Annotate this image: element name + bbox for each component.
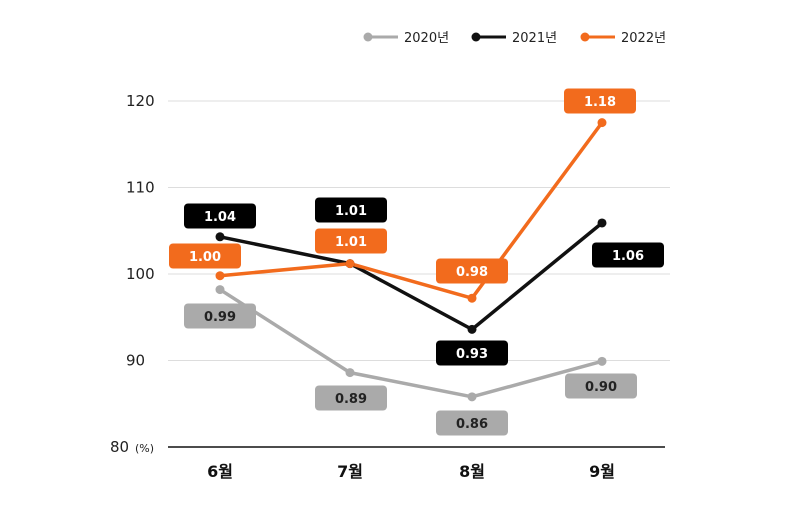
data-label: 0.98: [456, 265, 488, 280]
data-label: 1.04: [204, 210, 236, 225]
data-label-box: [184, 303, 256, 329]
data-label: 1.18: [584, 95, 616, 110]
y-tick-label: 80: [110, 438, 129, 456]
data-point: [215, 232, 225, 242]
data-label: 1.06: [612, 249, 644, 264]
x-tick-label: 9월: [589, 462, 615, 481]
y-tick-label: 120: [126, 92, 155, 110]
data-label-box: [315, 385, 387, 411]
series-line-1: [219, 221, 604, 332]
y-tick-label: 110: [126, 179, 155, 197]
y-tick-label: 90: [126, 352, 145, 370]
data-point: [467, 293, 477, 303]
series-line-0: [219, 288, 603, 399]
data-label-box: [184, 203, 256, 229]
legend-label-0: 2020년: [404, 31, 449, 46]
data-label: 0.86: [456, 417, 488, 432]
x-tick-label: 6월: [207, 462, 233, 481]
data-label: 1.01: [335, 235, 367, 250]
data-point: [597, 218, 607, 228]
data-label-box: [436, 410, 508, 436]
data-label-box: [436, 340, 508, 366]
data-label: 0.89: [335, 392, 367, 407]
data-label-box: [436, 258, 508, 284]
legend-label-1: 2021년: [512, 31, 557, 46]
y-unit-label: (%): [135, 442, 154, 455]
data-label: 1.00: [189, 250, 221, 265]
data-point: [467, 324, 477, 334]
data-label-box: [315, 197, 387, 223]
legend-marker-0: [363, 32, 373, 42]
data-point: [597, 356, 607, 366]
x-tick-label: 7월: [337, 462, 363, 481]
data-label: 1.01: [335, 204, 367, 219]
data-label-box: [564, 88, 636, 114]
data-point: [345, 368, 355, 378]
data-label-box: [565, 373, 637, 399]
legend-marker-2: [580, 32, 590, 42]
legend-marker-1: [471, 32, 481, 42]
y-tick-label: 100: [126, 265, 155, 283]
data-point: [215, 285, 225, 295]
data-label: 0.99: [204, 310, 236, 325]
legend-label-2: 2022년: [621, 31, 666, 46]
data-label-box: [315, 228, 387, 254]
series-line-2: [219, 121, 604, 300]
data-point: [597, 118, 607, 128]
data-point: [345, 259, 355, 269]
data-point: [467, 392, 477, 402]
data-label: 0.90: [585, 380, 617, 395]
data-label: 0.93: [456, 347, 488, 362]
x-tick-label: 8월: [459, 462, 485, 481]
data-point: [215, 271, 225, 281]
data-label-box: [169, 243, 241, 269]
data-label-box: [592, 242, 664, 268]
